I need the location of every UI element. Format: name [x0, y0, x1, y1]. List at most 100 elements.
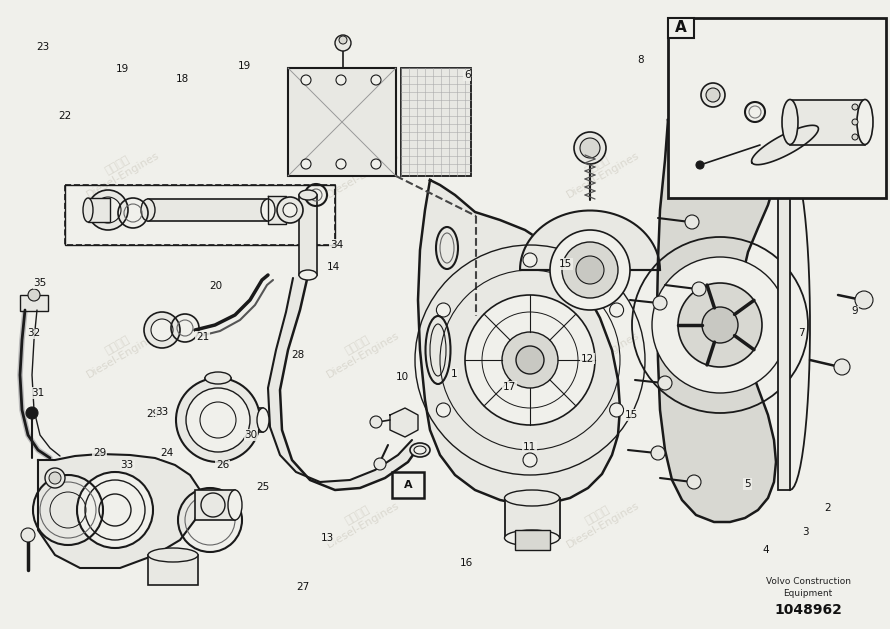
Text: 35: 35: [34, 278, 46, 288]
Bar: [88, 198, 110, 222]
Text: 1: 1: [450, 369, 457, 379]
Text: 紫发动门
Diesel-Engines: 紫发动门 Diesel-Engines: [79, 320, 161, 380]
Text: 17: 17: [503, 382, 515, 392]
Circle shape: [436, 303, 450, 317]
Text: 15: 15: [626, 410, 638, 420]
Text: 紫发动门
Diesel-Engines: 紫发动门 Diesel-Engines: [559, 140, 641, 200]
Text: 7: 7: [797, 328, 805, 338]
Circle shape: [335, 35, 351, 51]
Text: 22: 22: [59, 111, 71, 121]
Bar: [148, 555, 198, 585]
Circle shape: [685, 215, 699, 229]
Bar: [65, 185, 335, 245]
Bar: [195, 490, 235, 520]
Ellipse shape: [299, 270, 317, 280]
Text: 4: 4: [762, 545, 769, 555]
Bar: [299, 195, 317, 275]
Text: 29: 29: [93, 448, 106, 458]
Circle shape: [374, 458, 386, 470]
Text: 19: 19: [117, 64, 129, 74]
Circle shape: [516, 346, 544, 374]
Text: 2: 2: [824, 503, 831, 513]
Circle shape: [283, 203, 297, 217]
Text: 紫发动门
Diesel-Engines: 紫发动门 Diesel-Engines: [559, 490, 641, 550]
Circle shape: [692, 282, 706, 296]
Polygon shape: [38, 454, 200, 568]
Circle shape: [701, 83, 725, 107]
Text: 15: 15: [559, 259, 571, 269]
Circle shape: [562, 242, 618, 298]
Bar: [288, 68, 396, 176]
Text: 5: 5: [744, 479, 751, 489]
Circle shape: [186, 388, 250, 452]
Circle shape: [95, 197, 121, 223]
Text: 紫发动门
Diesel-Engines: 紫发动门 Diesel-Engines: [79, 490, 161, 550]
Polygon shape: [390, 408, 418, 437]
Circle shape: [852, 134, 858, 140]
Circle shape: [465, 295, 595, 425]
Circle shape: [371, 75, 381, 85]
Bar: [668, 18, 886, 198]
Text: 25: 25: [256, 482, 269, 493]
Text: 20: 20: [209, 281, 222, 291]
Text: 27: 27: [296, 582, 309, 592]
Text: Equipment: Equipment: [783, 589, 833, 599]
Circle shape: [370, 416, 382, 428]
Text: 33: 33: [121, 460, 134, 470]
Circle shape: [653, 296, 667, 310]
Circle shape: [88, 190, 128, 230]
Text: 3: 3: [802, 526, 809, 537]
Circle shape: [574, 132, 606, 164]
Text: 16: 16: [460, 558, 473, 568]
Bar: [505, 498, 560, 538]
Text: 26: 26: [216, 460, 229, 470]
Text: 6: 6: [464, 70, 471, 81]
Circle shape: [301, 75, 311, 85]
Text: 11: 11: [523, 442, 536, 452]
Circle shape: [277, 197, 303, 223]
Circle shape: [651, 446, 665, 460]
Text: A: A: [404, 480, 412, 490]
Circle shape: [49, 472, 61, 484]
Text: 紫发动门
Diesel-Engines: 紫发动门 Diesel-Engines: [559, 320, 641, 380]
Polygon shape: [268, 275, 420, 490]
Bar: [778, 160, 790, 490]
Circle shape: [550, 230, 630, 310]
Ellipse shape: [205, 372, 231, 384]
Circle shape: [21, 528, 35, 542]
Ellipse shape: [141, 199, 155, 221]
Bar: [20, 295, 48, 311]
Circle shape: [301, 159, 311, 169]
Text: 18: 18: [176, 74, 189, 84]
Circle shape: [26, 407, 38, 419]
Text: 14: 14: [328, 262, 340, 272]
Circle shape: [702, 307, 738, 343]
Circle shape: [696, 161, 704, 169]
Circle shape: [852, 119, 858, 125]
Text: 10: 10: [396, 372, 409, 382]
Text: 8: 8: [637, 55, 644, 65]
Polygon shape: [657, 114, 776, 522]
Circle shape: [339, 36, 347, 44]
Text: 13: 13: [321, 533, 334, 543]
Ellipse shape: [857, 99, 873, 145]
Text: 12: 12: [581, 353, 594, 364]
Circle shape: [77, 472, 153, 548]
Circle shape: [523, 453, 537, 467]
Circle shape: [834, 359, 850, 375]
Circle shape: [706, 88, 720, 102]
Circle shape: [336, 159, 346, 169]
Ellipse shape: [782, 99, 798, 145]
Polygon shape: [268, 196, 286, 224]
Bar: [668, 18, 694, 38]
Text: 24: 24: [161, 448, 174, 458]
Circle shape: [576, 256, 604, 284]
Text: 19: 19: [239, 61, 251, 71]
Text: Volvo Construction: Volvo Construction: [765, 577, 851, 586]
Text: 9: 9: [851, 306, 858, 316]
Polygon shape: [751, 125, 819, 165]
Ellipse shape: [148, 548, 198, 562]
Circle shape: [610, 303, 624, 317]
Circle shape: [144, 312, 180, 348]
Bar: [790, 100, 865, 145]
